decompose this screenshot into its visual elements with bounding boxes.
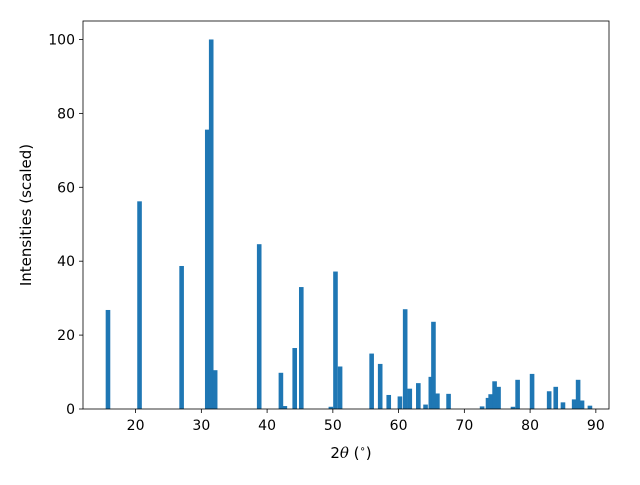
bar xyxy=(579,400,585,409)
bar xyxy=(416,383,421,409)
bar xyxy=(377,363,383,409)
bars-group xyxy=(105,39,593,409)
bar xyxy=(488,394,493,409)
bar xyxy=(571,399,577,409)
y-tick-label: 100 xyxy=(48,32,75,48)
bar xyxy=(397,396,403,409)
x-axis-label: 2θ (∘) xyxy=(330,444,371,462)
y-tick-label: 0 xyxy=(66,402,75,418)
x-tick-label: 50 xyxy=(324,418,342,434)
bar xyxy=(485,397,491,409)
bar xyxy=(423,404,428,409)
bar xyxy=(212,370,218,409)
bar xyxy=(402,309,408,409)
y-axis-label: Intensities (scaled) xyxy=(17,144,35,286)
plot-frame xyxy=(82,20,610,410)
bar xyxy=(510,406,516,409)
bar xyxy=(204,129,210,409)
x-label-degree: ∘ xyxy=(360,444,366,455)
x-tick-label: 80 xyxy=(521,418,539,434)
x-tick-label: 40 xyxy=(258,418,276,434)
x-tick-label: 70 xyxy=(455,418,473,434)
bar xyxy=(407,388,413,409)
x-tick-label: 60 xyxy=(390,418,408,434)
x-tick-label: 90 xyxy=(587,418,605,434)
bar xyxy=(446,393,451,409)
bar xyxy=(256,244,262,409)
bar xyxy=(575,379,581,409)
bar xyxy=(496,386,501,409)
bar xyxy=(428,376,434,409)
bar xyxy=(337,366,343,409)
bar xyxy=(515,379,520,409)
y-tick-label: 80 xyxy=(57,106,75,122)
x-tick-label: 20 xyxy=(127,418,145,434)
x-tick-label: 30 xyxy=(192,418,210,434)
bar xyxy=(529,373,535,409)
bar xyxy=(282,406,288,409)
x-label-unit-close: ) xyxy=(366,444,372,462)
bar xyxy=(386,394,392,409)
bar xyxy=(492,381,497,409)
bar xyxy=(278,372,284,409)
bar xyxy=(431,321,436,409)
x-label-unit-open: ( xyxy=(349,444,360,462)
bar xyxy=(553,386,559,409)
bar xyxy=(137,201,142,409)
x-label-theta: θ xyxy=(340,444,349,462)
bar xyxy=(328,406,334,409)
x-axis-ticks: 20 30 40 50 60 70 80 90 xyxy=(127,409,605,434)
bar xyxy=(369,353,374,409)
bar xyxy=(208,39,214,409)
bar xyxy=(298,287,304,409)
bar xyxy=(546,391,552,409)
x-label-prefix: 2 xyxy=(330,444,340,462)
bar xyxy=(479,406,485,409)
bar xyxy=(560,402,566,409)
bar xyxy=(179,265,184,409)
y-tick-label: 40 xyxy=(57,254,75,270)
y-tick-label: 20 xyxy=(57,328,75,344)
bar xyxy=(435,393,440,409)
y-tick-label: 60 xyxy=(57,180,75,196)
bar xyxy=(105,309,111,409)
bar xyxy=(587,405,593,409)
bar xyxy=(292,348,298,409)
y-axis-ticks: 0 20 40 60 80 100 xyxy=(48,32,83,418)
bar xyxy=(333,271,338,409)
